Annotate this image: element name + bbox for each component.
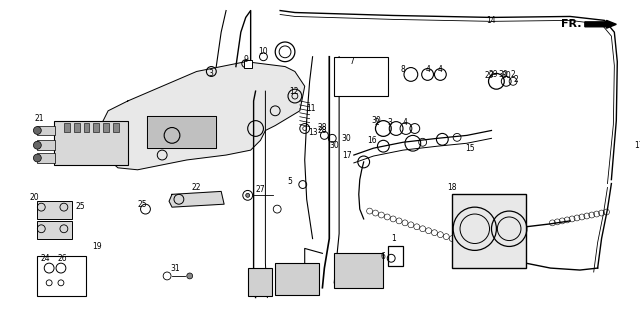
- Text: 30: 30: [341, 134, 351, 143]
- Text: 28: 28: [317, 123, 327, 132]
- Circle shape: [33, 127, 42, 135]
- Text: 2: 2: [511, 70, 515, 79]
- Text: 19: 19: [93, 242, 102, 251]
- Text: 3: 3: [209, 69, 214, 78]
- Text: 1: 1: [391, 234, 396, 243]
- Bar: [93, 123, 99, 132]
- Text: 29: 29: [488, 70, 499, 79]
- Text: 15: 15: [465, 144, 475, 153]
- Text: 31: 31: [170, 264, 180, 272]
- Bar: [37, 126, 55, 135]
- Text: 11: 11: [306, 104, 316, 113]
- Text: 18: 18: [447, 183, 457, 192]
- Text: 12: 12: [289, 87, 299, 96]
- Bar: [37, 256, 86, 295]
- Text: 2: 2: [514, 75, 518, 84]
- Text: 17: 17: [342, 151, 352, 159]
- Bar: [37, 201, 72, 219]
- Circle shape: [33, 141, 42, 149]
- Bar: [388, 246, 403, 266]
- Circle shape: [33, 154, 42, 162]
- Bar: [244, 60, 252, 67]
- Text: 4: 4: [403, 118, 408, 127]
- Text: 30: 30: [372, 116, 381, 125]
- Text: 10: 10: [259, 47, 268, 56]
- Text: 22: 22: [192, 183, 202, 192]
- Bar: [334, 253, 383, 288]
- Text: 8: 8: [401, 65, 405, 74]
- Text: 6: 6: [381, 252, 386, 261]
- Text: 28: 28: [317, 126, 327, 135]
- Bar: [54, 121, 128, 165]
- Circle shape: [187, 273, 193, 279]
- Text: 4: 4: [425, 65, 430, 74]
- Text: 9: 9: [243, 55, 248, 64]
- Bar: [334, 57, 388, 96]
- Text: 13: 13: [308, 128, 317, 137]
- Bar: [113, 123, 119, 132]
- Bar: [103, 123, 109, 132]
- Text: 3: 3: [388, 118, 393, 127]
- Text: 24: 24: [40, 254, 50, 263]
- Text: 17: 17: [634, 141, 640, 150]
- Text: 4: 4: [438, 65, 443, 74]
- Bar: [248, 268, 272, 295]
- Text: 25: 25: [138, 200, 147, 209]
- Text: 16: 16: [367, 136, 376, 145]
- Text: 20: 20: [29, 193, 39, 202]
- Text: 25: 25: [76, 202, 85, 211]
- Polygon shape: [147, 116, 216, 148]
- Text: 7: 7: [349, 57, 355, 66]
- Text: 14: 14: [486, 16, 496, 25]
- Text: 2: 2: [374, 118, 379, 127]
- Text: 30: 30: [501, 71, 511, 80]
- Bar: [275, 263, 319, 295]
- Text: 5: 5: [287, 177, 292, 186]
- Bar: [84, 123, 90, 132]
- Bar: [37, 221, 72, 238]
- Text: FR.: FR.: [561, 19, 582, 29]
- Bar: [452, 194, 526, 268]
- FancyArrow shape: [585, 20, 616, 28]
- Bar: [64, 123, 70, 132]
- Text: 26: 26: [57, 254, 67, 263]
- Bar: [74, 123, 79, 132]
- Text: 30: 30: [330, 141, 339, 150]
- Text: 27: 27: [255, 185, 266, 194]
- Polygon shape: [99, 62, 305, 170]
- Bar: [37, 153, 55, 163]
- Circle shape: [246, 193, 250, 197]
- Text: 21: 21: [35, 114, 44, 123]
- Text: 30: 30: [499, 70, 508, 79]
- Text: 29: 29: [484, 71, 494, 80]
- Bar: [37, 140, 55, 150]
- Polygon shape: [169, 192, 224, 207]
